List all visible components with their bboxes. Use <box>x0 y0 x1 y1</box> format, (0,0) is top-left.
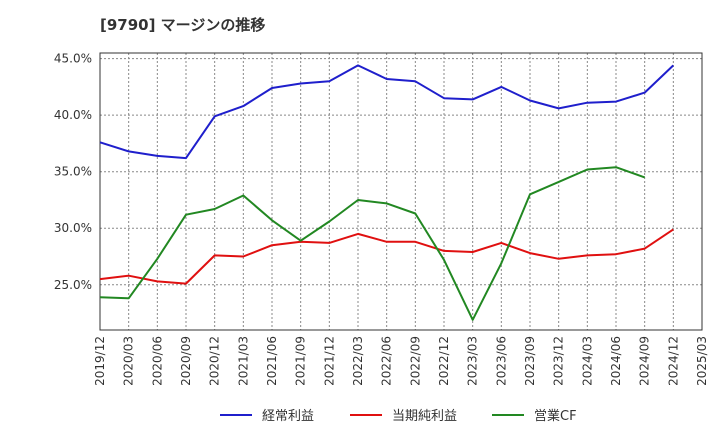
x-tick-label: 2025/03 <box>695 336 709 386</box>
y-tick-label: 35.0% <box>54 165 92 179</box>
legend-label: 営業CF <box>534 408 577 424</box>
x-tick-label: 2021/12 <box>322 336 336 386</box>
x-tick-label: 2020/12 <box>208 336 222 386</box>
x-tick-label: 2024/09 <box>638 336 652 386</box>
x-tick-label: 2020/03 <box>122 336 136 386</box>
x-tick-label: 2023/12 <box>552 336 566 386</box>
x-tick-label: 2020/09 <box>179 336 193 386</box>
series-line <box>99 228 674 285</box>
y-tick-label: 40.0% <box>54 108 92 122</box>
x-tick-label: 2019/12 <box>93 336 107 386</box>
x-tick-label: 2022/09 <box>408 336 422 386</box>
chart-title: [9790] マージンの推移 <box>100 16 265 34</box>
series-line <box>99 166 646 321</box>
x-tick-label: 2022/03 <box>351 336 365 386</box>
x-tick-label: 2024/12 <box>666 336 680 386</box>
x-tick-label: 2021/06 <box>265 336 279 386</box>
x-tick-label: 2021/09 <box>294 336 308 386</box>
x-tick-label: 2023/03 <box>466 336 480 386</box>
y-tick-label: 30.0% <box>54 221 92 235</box>
series-line <box>99 64 674 160</box>
x-tick-label: 2023/06 <box>494 336 508 386</box>
x-tick-label: 2023/09 <box>523 336 537 386</box>
y-axis-ticks: 25.0% 30.0% 35.0% 40.0% 45.0% <box>54 52 92 292</box>
x-tick-label: 2024/03 <box>580 336 594 386</box>
plot-area <box>99 52 703 331</box>
grid <box>100 53 702 330</box>
y-tick-label: 45.0% <box>54 52 92 66</box>
y-tick-label: 25.0% <box>54 278 92 292</box>
x-tick-label: 2024/06 <box>609 336 623 386</box>
x-tick-label: 2022/12 <box>437 336 451 386</box>
legend-label: 経常利益 <box>262 409 314 424</box>
x-tick-label: 2022/06 <box>380 336 394 386</box>
x-tick-label: 2021/03 <box>236 336 250 386</box>
x-tick-label: 2020/06 <box>150 336 164 386</box>
x-axis-ticks: 2019/12 2020/03 2020/06 2020/09 2020/12 2021/… <box>93 336 709 386</box>
series-lines <box>99 64 674 321</box>
legend: 経常利益 当期純利益 営業CF <box>220 408 577 424</box>
legend-label: 当期純利益 <box>392 409 457 424</box>
